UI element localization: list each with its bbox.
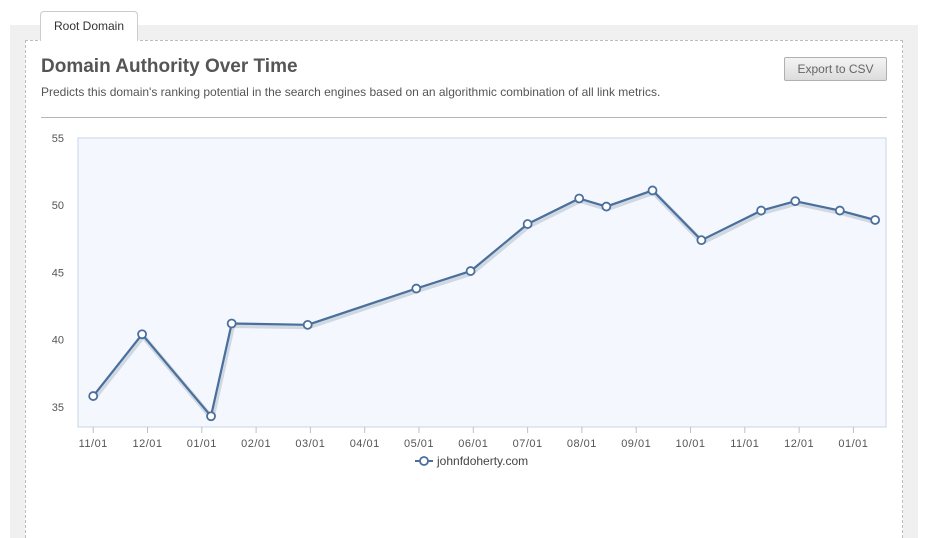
- data-point: [790, 196, 801, 207]
- data-point: [870, 215, 881, 225]
- page-title: Domain Authority Over Time: [41, 56, 298, 77]
- x-tick-label: 06/01: [458, 438, 488, 450]
- x-tick-label: 02/01: [241, 438, 271, 450]
- y-tick-label: 50: [52, 200, 64, 212]
- data-point: [226, 318, 237, 329]
- data-point: [601, 201, 612, 212]
- export-csv-button[interactable]: Export to CSV: [784, 57, 887, 81]
- x-tick-label: 01/01: [838, 438, 868, 450]
- tab-root-domain[interactable]: Root Domain: [40, 11, 138, 41]
- data-point: [88, 391, 99, 401]
- data-point: [137, 329, 147, 340]
- y-tick-label: 55: [52, 133, 64, 145]
- x-tick-label: 08/01: [567, 438, 597, 450]
- x-tick-label: 07/01: [513, 438, 543, 450]
- data-point: [647, 185, 658, 196]
- x-tick-label: 09/01: [621, 438, 651, 450]
- x-tick-label: 12/01: [784, 438, 814, 450]
- series-line: [92, 189, 876, 418]
- y-tick-label: 45: [52, 267, 64, 279]
- legend-marker: [419, 456, 429, 466]
- header-divider: [41, 117, 887, 118]
- x-tick-label: 04/01: [350, 438, 380, 450]
- series-line-shadow: [92, 189, 877, 421]
- data-point: [696, 235, 707, 246]
- x-tick-label: 11/01: [730, 438, 759, 450]
- data-point: [465, 266, 476, 276]
- data-point: [206, 411, 216, 422]
- plot-area: [77, 137, 887, 428]
- x-tick-label: 12/01: [132, 438, 162, 450]
- x-tick-label: 11/01: [79, 438, 108, 450]
- data-point: [756, 205, 767, 216]
- data-point: [411, 283, 422, 294]
- data-point: [302, 319, 313, 330]
- x-tick-label: 10/01: [676, 438, 706, 450]
- y-tick-label: 40: [52, 335, 64, 347]
- data-point: [574, 193, 585, 204]
- legend-label: johnfdoherty.com: [436, 454, 528, 468]
- x-tick-label: 05/01: [404, 438, 434, 450]
- x-tick-label: 03/01: [295, 438, 325, 450]
- page-subtitle: Predicts this domain's ranking potential…: [41, 85, 661, 99]
- x-tick-label: 01/01: [187, 438, 217, 450]
- y-tick-label: 35: [52, 402, 64, 414]
- data-point: [834, 205, 845, 216]
- data-point: [522, 219, 533, 229]
